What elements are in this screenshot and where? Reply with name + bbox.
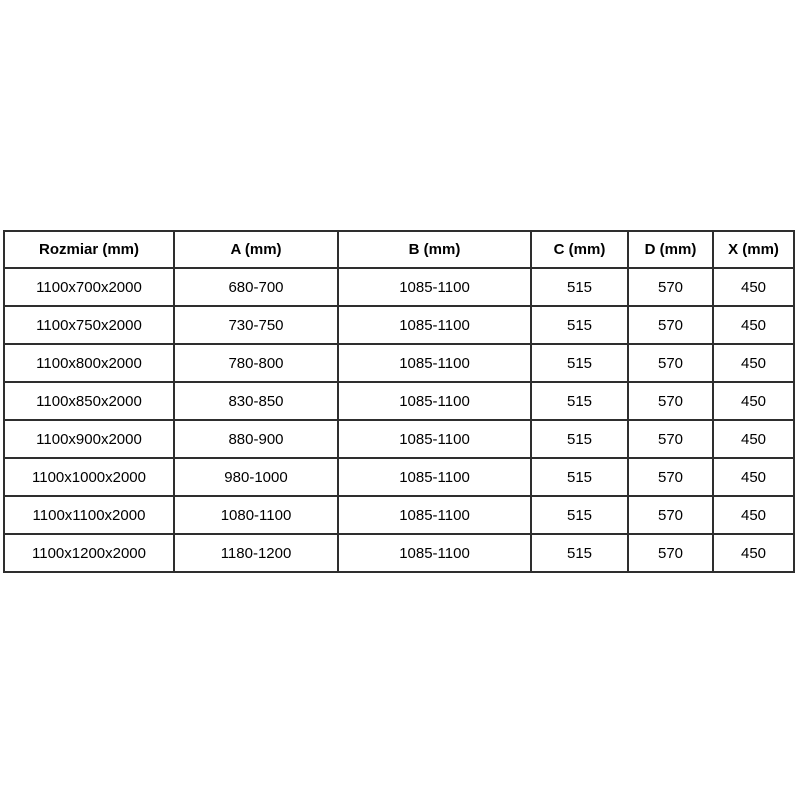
cell-c: 515 (530, 533, 629, 573)
column-header-d: D (mm) (627, 230, 714, 269)
table-row: 1100x750x2000 730-750 1085-1100 515 570 … (3, 305, 795, 345)
header-row: Rozmiar (mm) A (mm) B (mm) C (mm) D (mm)… (3, 230, 795, 269)
cell-a: 980-1000 (173, 457, 339, 497)
column-header-b: B (mm) (337, 230, 532, 269)
column-header-c: C (mm) (530, 230, 629, 269)
cell-a: 780-800 (173, 343, 339, 383)
cell-a: 730-750 (173, 305, 339, 345)
cell-c: 515 (530, 419, 629, 459)
cell-d: 570 (627, 533, 714, 573)
column-header-a: A (mm) (173, 230, 339, 269)
cell-rozmiar: 1100x1200x2000 (3, 533, 175, 573)
cell-b: 1085-1100 (337, 457, 532, 497)
cell-a: 880-900 (173, 419, 339, 459)
cell-a: 1180-1200 (173, 533, 339, 573)
cell-d: 570 (627, 457, 714, 497)
table-row: 1100x1200x2000 1180-1200 1085-1100 515 5… (3, 533, 795, 573)
cell-c: 515 (530, 381, 629, 421)
cell-rozmiar: 1100x1100x2000 (3, 495, 175, 535)
cell-a: 680-700 (173, 267, 339, 307)
table-row: 1100x1100x2000 1080-1100 1085-1100 515 5… (3, 495, 795, 535)
cell-c: 515 (530, 457, 629, 497)
cell-rozmiar: 1100x850x2000 (3, 381, 175, 421)
table-row: 1100x850x2000 830-850 1085-1100 515 570 … (3, 381, 795, 421)
cell-x: 450 (712, 495, 795, 535)
cell-b: 1085-1100 (337, 267, 532, 307)
cell-x: 450 (712, 419, 795, 459)
size-spec-table: Rozmiar (mm) A (mm) B (mm) C (mm) D (mm)… (3, 230, 795, 573)
cell-d: 570 (627, 343, 714, 383)
cell-a: 1080-1100 (173, 495, 339, 535)
cell-d: 570 (627, 381, 714, 421)
cell-x: 450 (712, 267, 795, 307)
cell-b: 1085-1100 (337, 305, 532, 345)
cell-b: 1085-1100 (337, 495, 532, 535)
cell-c: 515 (530, 495, 629, 535)
cell-d: 570 (627, 267, 714, 307)
cell-b: 1085-1100 (337, 343, 532, 383)
cell-c: 515 (530, 343, 629, 383)
cell-rozmiar: 1100x800x2000 (3, 343, 175, 383)
cell-b: 1085-1100 (337, 533, 532, 573)
cell-a: 830-850 (173, 381, 339, 421)
table-row: 1100x700x2000 680-700 1085-1100 515 570 … (3, 267, 795, 307)
cell-d: 570 (627, 419, 714, 459)
cell-rozmiar: 1100x700x2000 (3, 267, 175, 307)
cell-b: 1085-1100 (337, 419, 532, 459)
cell-rozmiar: 1100x900x2000 (3, 419, 175, 459)
cell-x: 450 (712, 457, 795, 497)
cell-c: 515 (530, 267, 629, 307)
cell-b: 1085-1100 (337, 381, 532, 421)
column-header-rozmiar: Rozmiar (mm) (3, 230, 175, 269)
cell-d: 570 (627, 305, 714, 345)
cell-d: 570 (627, 495, 714, 535)
cell-c: 515 (530, 305, 629, 345)
cell-x: 450 (712, 533, 795, 573)
table-row: 1100x800x2000 780-800 1085-1100 515 570 … (3, 343, 795, 383)
cell-rozmiar: 1100x750x2000 (3, 305, 175, 345)
cell-x: 450 (712, 305, 795, 345)
cell-x: 450 (712, 343, 795, 383)
column-header-x: X (mm) (712, 230, 795, 269)
table-row: 1100x1000x2000 980-1000 1085-1100 515 57… (3, 457, 795, 497)
cell-rozmiar: 1100x1000x2000 (3, 457, 175, 497)
table-row: 1100x900x2000 880-900 1085-1100 515 570 … (3, 419, 795, 459)
cell-x: 450 (712, 381, 795, 421)
